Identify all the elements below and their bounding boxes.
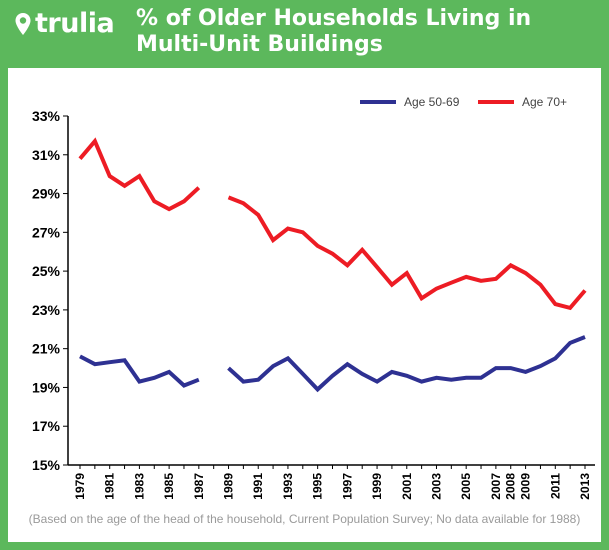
x-tick-label: 1987 <box>192 473 206 500</box>
series-line-age-50-69-segment-1 <box>79 354 200 388</box>
chart-title: % of Older Households Living in Multi-Un… <box>136 6 596 58</box>
x-tick-label: 2001 <box>400 473 414 500</box>
y-tick-label: 31% <box>32 147 61 163</box>
x-tick-label: 1991 <box>251 473 265 500</box>
legend-label: Age 70+ <box>522 95 567 109</box>
x-tick-label: 2013 <box>578 473 592 500</box>
x-tick-label: 2009 <box>519 473 533 500</box>
y-tick-label: 33% <box>32 108 61 124</box>
series-line-age-70-plus-segment-1 <box>78 137 201 212</box>
x-tick-label: 2011 <box>548 473 562 499</box>
y-tick-label: 25% <box>32 263 61 279</box>
title-line-1: % of Older Households Living in <box>136 6 532 31</box>
y-tick-label: 23% <box>32 302 61 318</box>
series-line-age-70-plus-segment-2 <box>227 195 587 311</box>
x-tick-label: 1995 <box>311 473 325 500</box>
title-line-2: Multi-Unit Buildings <box>136 32 383 57</box>
header: trulia % of Older Households Living in M… <box>0 0 609 66</box>
y-tick-label: 27% <box>32 224 61 240</box>
y-tick-label: 15% <box>32 457 61 473</box>
logo-text: trulia <box>35 8 115 39</box>
chart-panel <box>8 68 601 542</box>
location-pin-icon <box>15 12 31 35</box>
series-layer <box>78 137 587 393</box>
legend: Age 50-69 Age 70+ <box>360 95 567 109</box>
x-tick-label: 2005 <box>459 473 473 500</box>
x-tick-label: 1979 <box>73 473 87 500</box>
x-tick-label: 1981 <box>103 473 117 500</box>
y-tick-label: 29% <box>32 186 61 202</box>
x-tick-label: 1997 <box>340 473 354 500</box>
x-tick-label: 1989 <box>222 473 236 500</box>
series-line-age-50-69-segment-2 <box>227 335 586 393</box>
x-tick-label: 1993 <box>281 473 295 500</box>
chart-axes: 15% 17% 19% 21% 23% 25% 27% 29% 31% 33% 1979 1981 19… <box>32 108 595 500</box>
x-tick-label: 1985 <box>162 473 176 500</box>
x-tick-label: 1999 <box>370 473 384 500</box>
y-tick-label: 17% <box>32 418 61 434</box>
y-tick-label: 21% <box>32 341 61 357</box>
footnote: (Based on the age of the head of the hou… <box>28 512 581 526</box>
x-tick-label: 2003 <box>429 473 443 500</box>
trulia-logo: trulia <box>14 8 115 39</box>
y-tick-label: 19% <box>32 379 61 395</box>
legend-label: Age 50-69 <box>404 95 460 109</box>
x-tick-label: 2008 <box>504 473 518 500</box>
x-tick-label: 2007 <box>489 473 503 500</box>
x-tick-label: 1983 <box>132 473 146 500</box>
